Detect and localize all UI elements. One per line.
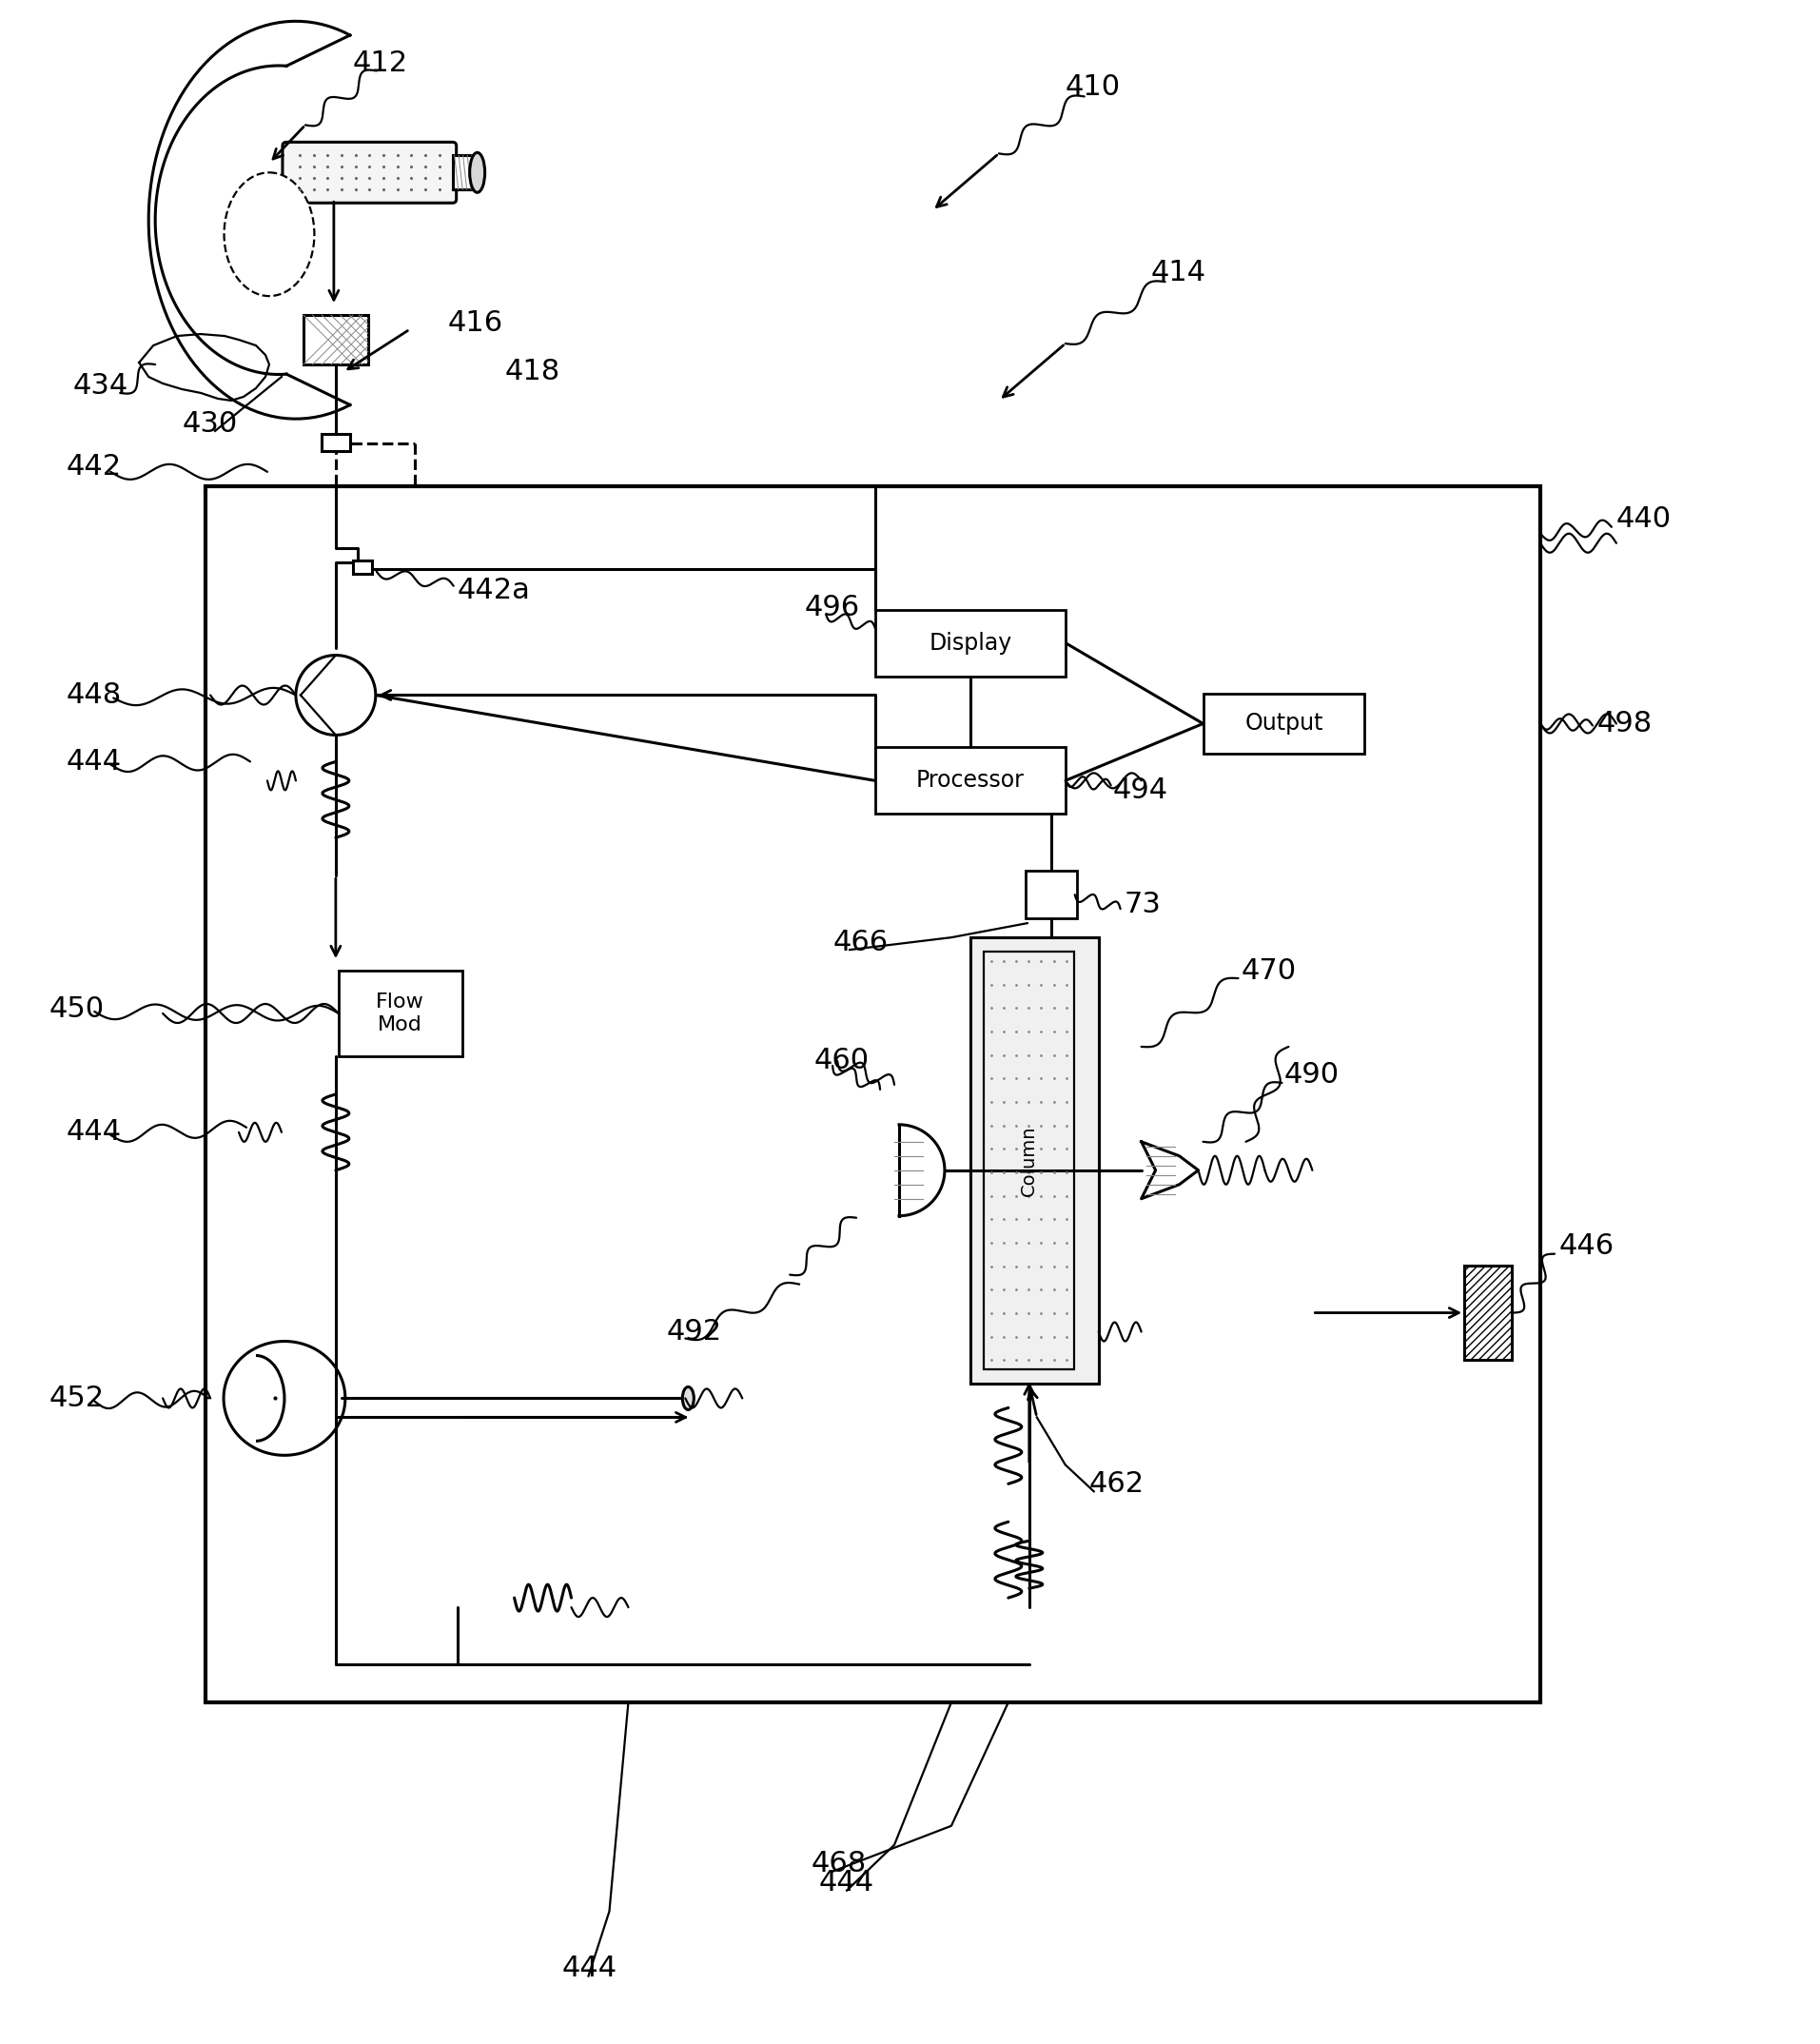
Text: 490: 490	[1283, 1061, 1340, 1089]
Bar	[875, 609, 1065, 677]
Bar	[983, 953, 1074, 1369]
Text: Output: Output	[1245, 711, 1323, 736]
Text: 416: 416	[448, 309, 502, 337]
Text: 466: 466	[832, 928, 888, 957]
Bar	[206, 486, 1540, 1703]
Text: 444: 444	[66, 1118, 122, 1147]
Bar	[1203, 693, 1365, 754]
Text: 496: 496	[804, 595, 859, 621]
Text: Processor: Processor	[915, 769, 1025, 793]
Text: 446: 446	[1560, 1233, 1614, 1259]
Text: 414: 414	[1150, 258, 1207, 286]
Text: Flow
Mod: Flow Mod	[377, 993, 424, 1034]
Text: Display: Display	[928, 632, 1012, 654]
Text: 452: 452	[49, 1384, 104, 1412]
Text: 412: 412	[353, 49, 408, 78]
Bar	[304, 315, 368, 364]
Text: 498: 498	[1598, 709, 1653, 738]
Text: Column: Column	[1019, 1126, 1037, 1196]
Polygon shape	[899, 1124, 945, 1216]
Text: 434: 434	[73, 372, 127, 401]
Text: 462: 462	[1088, 1470, 1145, 1498]
Text: 494: 494	[1112, 777, 1168, 803]
Text: 444: 444	[66, 748, 122, 775]
Text: 410: 410	[1065, 74, 1121, 100]
Text: 73: 73	[1125, 891, 1161, 918]
Ellipse shape	[682, 1388, 693, 1410]
Bar	[875, 748, 1065, 814]
Text: 442: 442	[66, 454, 122, 480]
Polygon shape	[138, 333, 269, 401]
Polygon shape	[1141, 1143, 1198, 1198]
Bar	[970, 938, 1099, 1384]
Bar	[353, 560, 371, 574]
Text: 442a: 442a	[457, 576, 530, 605]
Text: 470: 470	[1241, 957, 1296, 985]
Bar	[1465, 1265, 1512, 1359]
Text: 460: 460	[814, 1047, 868, 1075]
Text: 448: 448	[66, 681, 122, 709]
Bar	[339, 971, 462, 1057]
Text: 444: 444	[819, 1868, 874, 1897]
Circle shape	[297, 656, 375, 736]
Text: 492: 492	[666, 1318, 721, 1345]
Text: 418: 418	[504, 358, 561, 386]
Bar	[1025, 871, 1077, 918]
Bar	[322, 433, 349, 452]
Text: 450: 450	[49, 995, 104, 1022]
FancyBboxPatch shape	[282, 143, 457, 202]
Text: 468: 468	[810, 1850, 866, 1878]
Polygon shape	[224, 1341, 346, 1455]
Ellipse shape	[224, 172, 315, 296]
Ellipse shape	[470, 153, 484, 192]
Bar	[453, 155, 475, 190]
Text: 430: 430	[182, 411, 237, 437]
Text: 440: 440	[1616, 505, 1671, 533]
Text: 444: 444	[562, 1954, 617, 1983]
